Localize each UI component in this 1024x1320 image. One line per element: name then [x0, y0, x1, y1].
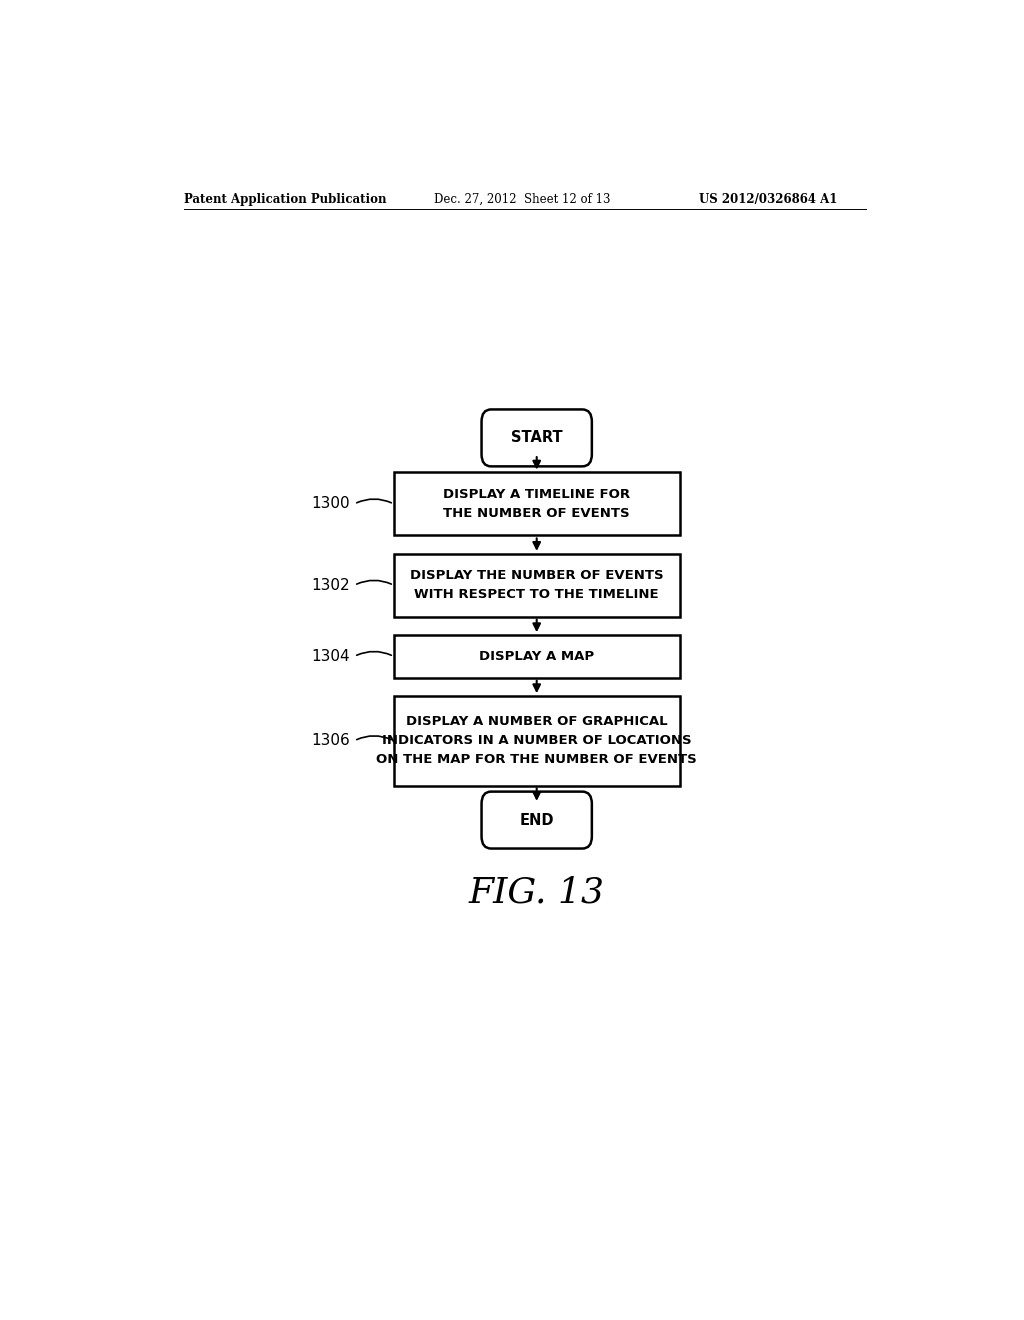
Text: DISPLAY A MAP: DISPLAY A MAP: [479, 649, 594, 663]
Text: 1300: 1300: [311, 496, 350, 511]
Text: START: START: [511, 430, 562, 445]
Text: DISPLAY THE NUMBER OF EVENTS
WITH RESPECT TO THE TIMELINE: DISPLAY THE NUMBER OF EVENTS WITH RESPEC…: [410, 569, 664, 602]
Text: FIG. 13: FIG. 13: [469, 875, 605, 909]
Text: Dec. 27, 2012  Sheet 12 of 13: Dec. 27, 2012 Sheet 12 of 13: [433, 193, 610, 206]
Bar: [394, 473, 680, 536]
Bar: [394, 635, 680, 677]
Text: 1302: 1302: [311, 578, 350, 593]
Text: DISPLAY A NUMBER OF GRAPHICAL
INDICATORS IN A NUMBER OF LOCATIONS
ON THE MAP FOR: DISPLAY A NUMBER OF GRAPHICAL INDICATORS…: [377, 715, 697, 767]
Text: US 2012/0326864 A1: US 2012/0326864 A1: [699, 193, 838, 206]
Bar: [394, 696, 680, 785]
Text: 1304: 1304: [311, 649, 350, 664]
FancyBboxPatch shape: [481, 792, 592, 849]
Text: END: END: [519, 813, 554, 828]
Text: Patent Application Publication: Patent Application Publication: [183, 193, 386, 206]
Bar: [394, 554, 680, 616]
FancyBboxPatch shape: [481, 409, 592, 466]
Text: 1306: 1306: [311, 734, 350, 748]
Text: DISPLAY A TIMELINE FOR
THE NUMBER OF EVENTS: DISPLAY A TIMELINE FOR THE NUMBER OF EVE…: [443, 488, 630, 520]
